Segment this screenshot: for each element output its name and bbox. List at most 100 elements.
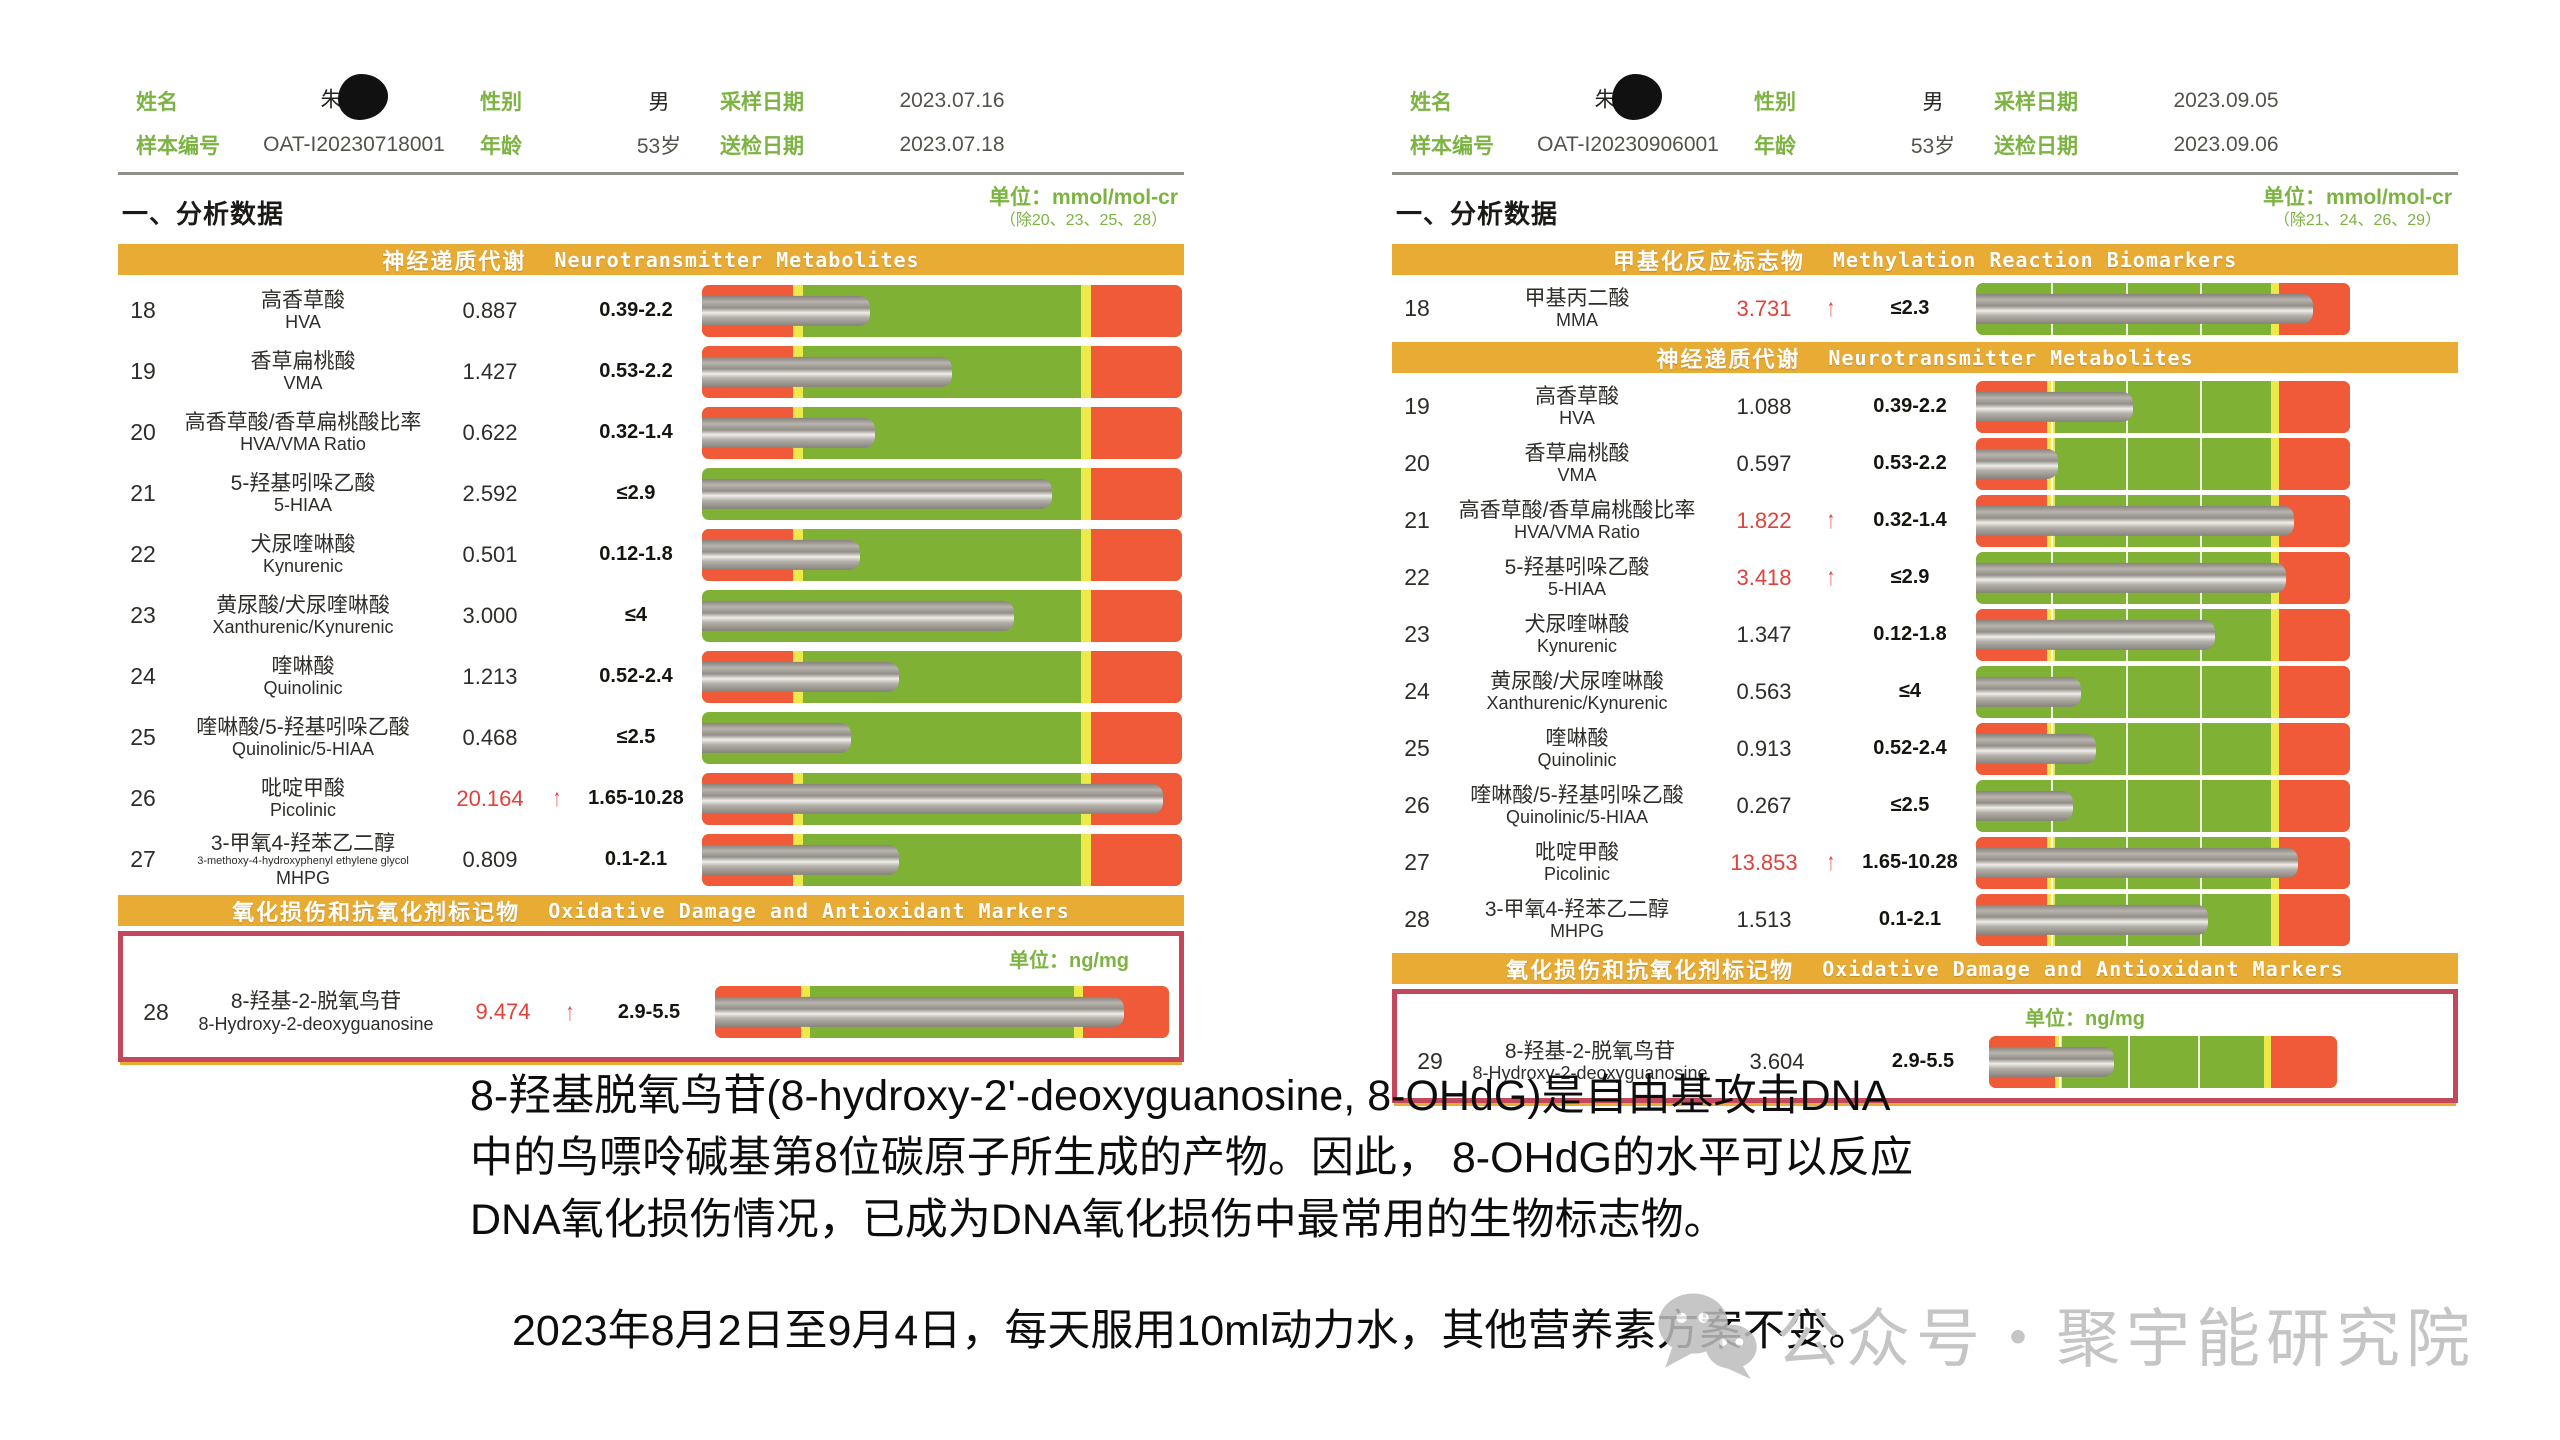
result-bar-cell	[700, 402, 1184, 463]
header-field-label: 年龄	[480, 135, 522, 158]
result-bar	[1989, 1035, 2337, 1088]
bar-high-yellow-zone	[1081, 833, 1091, 886]
section-unit-label: 单位：ng/mg	[1009, 950, 1129, 973]
bar-high-red-zone	[1090, 528, 1182, 581]
result-value: 1.347	[1736, 621, 1792, 647]
result-bar	[1976, 722, 2350, 775]
header-field-label: 性别	[480, 91, 522, 114]
result-bar	[1976, 282, 2350, 335]
section-band-label-en: Oxidative Damage and Antioxidant Markers	[548, 898, 1070, 923]
section-band: 氧化损伤和抗氧化剂标记物 Oxidative Damage and Antioxi…	[118, 895, 1184, 927]
row-number: 22	[1404, 564, 1430, 591]
unit-block: 单位：mmol/mol-cr （除21、24、26、29）	[2263, 185, 2452, 231]
section-band-label-en: Oxidative Damage and Antioxidant Markers	[1822, 956, 2344, 981]
metabolite-name: 犬尿喹啉酸 Kynurenic	[168, 533, 438, 577]
bar-high-yellow-zone	[2271, 779, 2279, 832]
bar-high-red-zone	[1090, 589, 1182, 642]
panel-bottom-line	[120, 1062, 1182, 1066]
result-bar	[1976, 380, 2350, 433]
metabolite-name: 喹啉酸/5-羟基吲哚乙酸 Quinolinic/5-HIAA	[1442, 784, 1712, 828]
metabolite-name: 喹啉酸 Quinolinic	[168, 655, 438, 699]
result-value: 9.474	[475, 999, 531, 1025]
metabolite-name-cn: 3-甲氧4-羟苯乙二醇	[1484, 897, 1670, 921]
metabolite-row: 24 黄尿酸/犬尿喹啉酸 Xanthurenic/Kynurenic 0.563 ≤4	[1392, 663, 2458, 720]
bar-high-yellow-zone	[2271, 722, 2279, 775]
section-band-label-en: Neurotransmitter Metabolites	[1828, 345, 2194, 370]
name-redaction-blob	[337, 74, 388, 120]
metabolite-name: 高香草酸 HVA	[1442, 385, 1712, 429]
result-value: 2.592	[462, 480, 518, 506]
bar-high-yellow-zone	[1081, 345, 1091, 398]
report-header: 姓名 朱性别 男 采样日期 2023.09.05 样本编号 OAT-I20230906001…	[1392, 72, 2458, 175]
row-number: 25	[1404, 735, 1430, 762]
metabolite-name-cn: 黄尿酸/犬尿喹啉酸	[216, 593, 390, 617]
bar-high-yellow-zone	[1081, 528, 1091, 581]
metabolite-row: 21 5-羟基吲哚乙酸 5-HIAA 2.592 ≤2.9	[118, 463, 1184, 524]
header-field-label: 样本编号	[1410, 135, 1494, 158]
metabolite-row: 29 8-羟基-2-脱氧鸟苷 8-Hydroxy-2-deoxyguanosine 3…	[1405, 1033, 2445, 1090]
metabolite-name-en: HVA/VMA Ratio	[1514, 522, 1640, 543]
bar-high-yellow-zone	[2263, 1035, 2271, 1088]
metabolite-name-cn: 喹啉酸	[1545, 726, 1609, 750]
section-band-label-cn: 氧化损伤和抗氧化剂标记物	[232, 899, 521, 925]
bar-high-red-zone	[2278, 665, 2350, 718]
report-panel-left: 姓名 朱性别 男 采样日期 2023.07.16 样本编号 OAT-I20230718001…	[118, 72, 1184, 1066]
bar-value-indicator	[702, 417, 875, 448]
bar-gridline	[2125, 437, 2128, 490]
result-value: 0.809	[462, 846, 518, 872]
metabolite-row: 20 香草扁桃酸 VMA 0.597 0.53-2.2	[1392, 435, 2458, 492]
footer-p1-line2: 中的鸟嘌呤碱基第8位碳原子所生成的产物。因此， 8-OHdG的水平可以反应	[470, 1133, 1913, 1182]
up-arrow-icon: ↑	[1827, 848, 1835, 877]
result-value: 20.164	[456, 785, 524, 811]
header-field-label: 样本编号	[136, 135, 220, 158]
section-unit-label: 单位：ng/mg	[2025, 1008, 2145, 1031]
row-number: 26	[1404, 792, 1430, 819]
header-field-value: 53岁	[636, 135, 682, 158]
row-number: 18	[130, 297, 156, 324]
result-bar	[1976, 893, 2350, 946]
reference-range: ≤4	[624, 604, 648, 627]
result-bar	[702, 711, 1182, 764]
up-arrow-icon: ↑	[553, 784, 561, 813]
result-bar-cell	[700, 646, 1184, 707]
metabolite-name-cn: 5-羟基吲哚乙酸	[1504, 555, 1650, 579]
unit-block: 单位：mmol/mol-cr （除20、23、25、28）	[989, 185, 1178, 231]
reference-range: 1.65-10.28	[588, 787, 684, 810]
metabolite-name: 5-羟基吲哚乙酸 5-HIAA	[1442, 556, 1712, 600]
section-band-label-en: Neurotransmitter Metabolites	[554, 247, 920, 272]
reference-range: 0.53-2.2	[599, 360, 673, 383]
reference-range: ≤2.3	[1890, 297, 1930, 320]
report-sections: 神经递质代谢 Neurotransmitter Metabolites 18 高香草酸…	[118, 244, 1184, 1066]
bar-gridline	[2200, 665, 2203, 718]
result-bar-cell	[1974, 891, 2352, 948]
result-bar	[702, 345, 1182, 398]
header-field-label: 采样日期	[1994, 91, 2078, 114]
reference-range: ≤2.9	[616, 482, 656, 505]
metabolite-name-cn: 高香草酸/香草扁桃酸比率	[184, 410, 422, 434]
bar-value-indicator	[1976, 391, 2134, 422]
bar-high-yellow-zone	[2271, 437, 2279, 490]
row-number: 21	[1404, 507, 1430, 534]
result-bar-cell	[700, 524, 1184, 585]
metabolite-row: 28 3-甲氧4-羟苯乙二醇 MHPG 1.513 0.1-2.1	[1392, 891, 2458, 948]
result-bar	[702, 284, 1182, 337]
analysis-title-row: 一、分析数据 单位：mmol/mol-cr （除21、24、26、29）	[1392, 175, 2458, 239]
result-bar-cell	[1974, 834, 2352, 891]
metabolite-name-cn: 喹啉酸/5-羟基吲哚乙酸	[196, 715, 410, 739]
result-bar	[702, 772, 1182, 825]
metabolite-row: 25 喹啉酸 Quinolinic 0.913 0.52-2.4	[1392, 720, 2458, 777]
row-number: 19	[130, 358, 156, 385]
metabolite-name: 高香草酸/香草扁桃酸比率 HVA/VMA Ratio	[1442, 499, 1712, 543]
report-panel-right: 姓名 朱性别 男 采样日期 2023.09.05 样本编号 OAT-I20230906001…	[1392, 72, 2458, 1107]
bar-high-yellow-zone	[2271, 380, 2279, 433]
highlight-box: 单位：ng/mg 28 8-羟基-2-脱氧鸟苷 8-Hydroxy-2-deoxygu…	[118, 931, 1184, 1063]
metabolite-name-en: Quinolinic	[1537, 750, 1617, 771]
bar-value-indicator	[1976, 733, 2096, 764]
header-field-value: 53岁	[1910, 135, 1956, 158]
metabolite-row: 23 黄尿酸/犬尿喹啉酸 Xanthurenic/Kynurenic 3.000 ≤4	[118, 585, 1184, 646]
result-bar	[1976, 437, 2350, 490]
analysis-title: 一、分析数据	[1396, 199, 1559, 230]
bar-high-yellow-zone	[2271, 665, 2279, 718]
header-field-label: 送检日期	[720, 135, 804, 158]
metabolite-name: 黄尿酸/犬尿喹啉酸 Xanthurenic/Kynurenic	[1442, 670, 1712, 714]
